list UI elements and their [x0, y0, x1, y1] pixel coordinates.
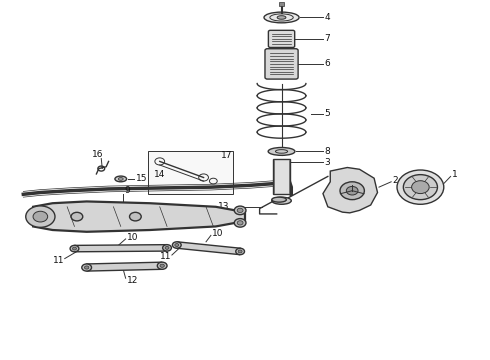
FancyBboxPatch shape: [269, 30, 294, 48]
FancyBboxPatch shape: [265, 49, 298, 79]
Circle shape: [237, 208, 243, 212]
Circle shape: [129, 212, 141, 221]
Circle shape: [412, 181, 429, 194]
Text: 10: 10: [127, 233, 139, 242]
Polygon shape: [87, 262, 162, 271]
Circle shape: [403, 175, 438, 200]
Circle shape: [26, 206, 55, 227]
Text: 7: 7: [324, 35, 330, 44]
Bar: [273, 158, 290, 194]
Circle shape: [82, 264, 92, 271]
Circle shape: [157, 262, 167, 269]
Text: 16: 16: [92, 150, 103, 159]
Ellipse shape: [272, 197, 291, 204]
Circle shape: [71, 212, 83, 221]
Text: 13: 13: [218, 202, 230, 211]
Circle shape: [172, 242, 181, 248]
Ellipse shape: [272, 197, 287, 202]
Bar: [147, 152, 233, 194]
Text: 5: 5: [324, 109, 330, 118]
Circle shape: [84, 266, 89, 269]
Text: 4: 4: [324, 13, 330, 22]
Text: 10: 10: [212, 229, 224, 238]
Text: 14: 14: [154, 170, 165, 179]
Text: 6: 6: [324, 59, 330, 68]
Text: 2: 2: [392, 176, 398, 185]
Circle shape: [238, 250, 242, 253]
Text: 12: 12: [127, 275, 139, 284]
Text: 3: 3: [324, 158, 330, 167]
Text: 8: 8: [324, 147, 330, 156]
Circle shape: [397, 170, 444, 204]
Text: 11: 11: [160, 252, 171, 261]
Text: 1: 1: [452, 170, 458, 179]
Circle shape: [340, 182, 365, 200]
Text: 9: 9: [124, 186, 130, 195]
Ellipse shape: [268, 148, 295, 156]
Circle shape: [70, 246, 79, 252]
Text: 11: 11: [52, 256, 64, 265]
Circle shape: [160, 264, 164, 267]
Circle shape: [73, 247, 76, 250]
Circle shape: [175, 244, 179, 247]
Polygon shape: [74, 245, 167, 252]
Polygon shape: [33, 202, 245, 232]
Circle shape: [33, 211, 48, 222]
Circle shape: [163, 245, 172, 251]
Ellipse shape: [264, 12, 299, 23]
Bar: [279, 3, 285, 6]
Polygon shape: [323, 167, 377, 213]
Circle shape: [165, 247, 169, 249]
Ellipse shape: [115, 176, 126, 182]
Text: 17: 17: [220, 151, 232, 160]
Polygon shape: [176, 242, 241, 255]
Circle shape: [346, 186, 358, 195]
Text: 15: 15: [136, 175, 147, 184]
Ellipse shape: [277, 16, 286, 19]
Circle shape: [237, 221, 243, 225]
Circle shape: [234, 219, 246, 227]
Ellipse shape: [118, 177, 123, 180]
Circle shape: [234, 206, 246, 215]
Circle shape: [236, 248, 245, 255]
